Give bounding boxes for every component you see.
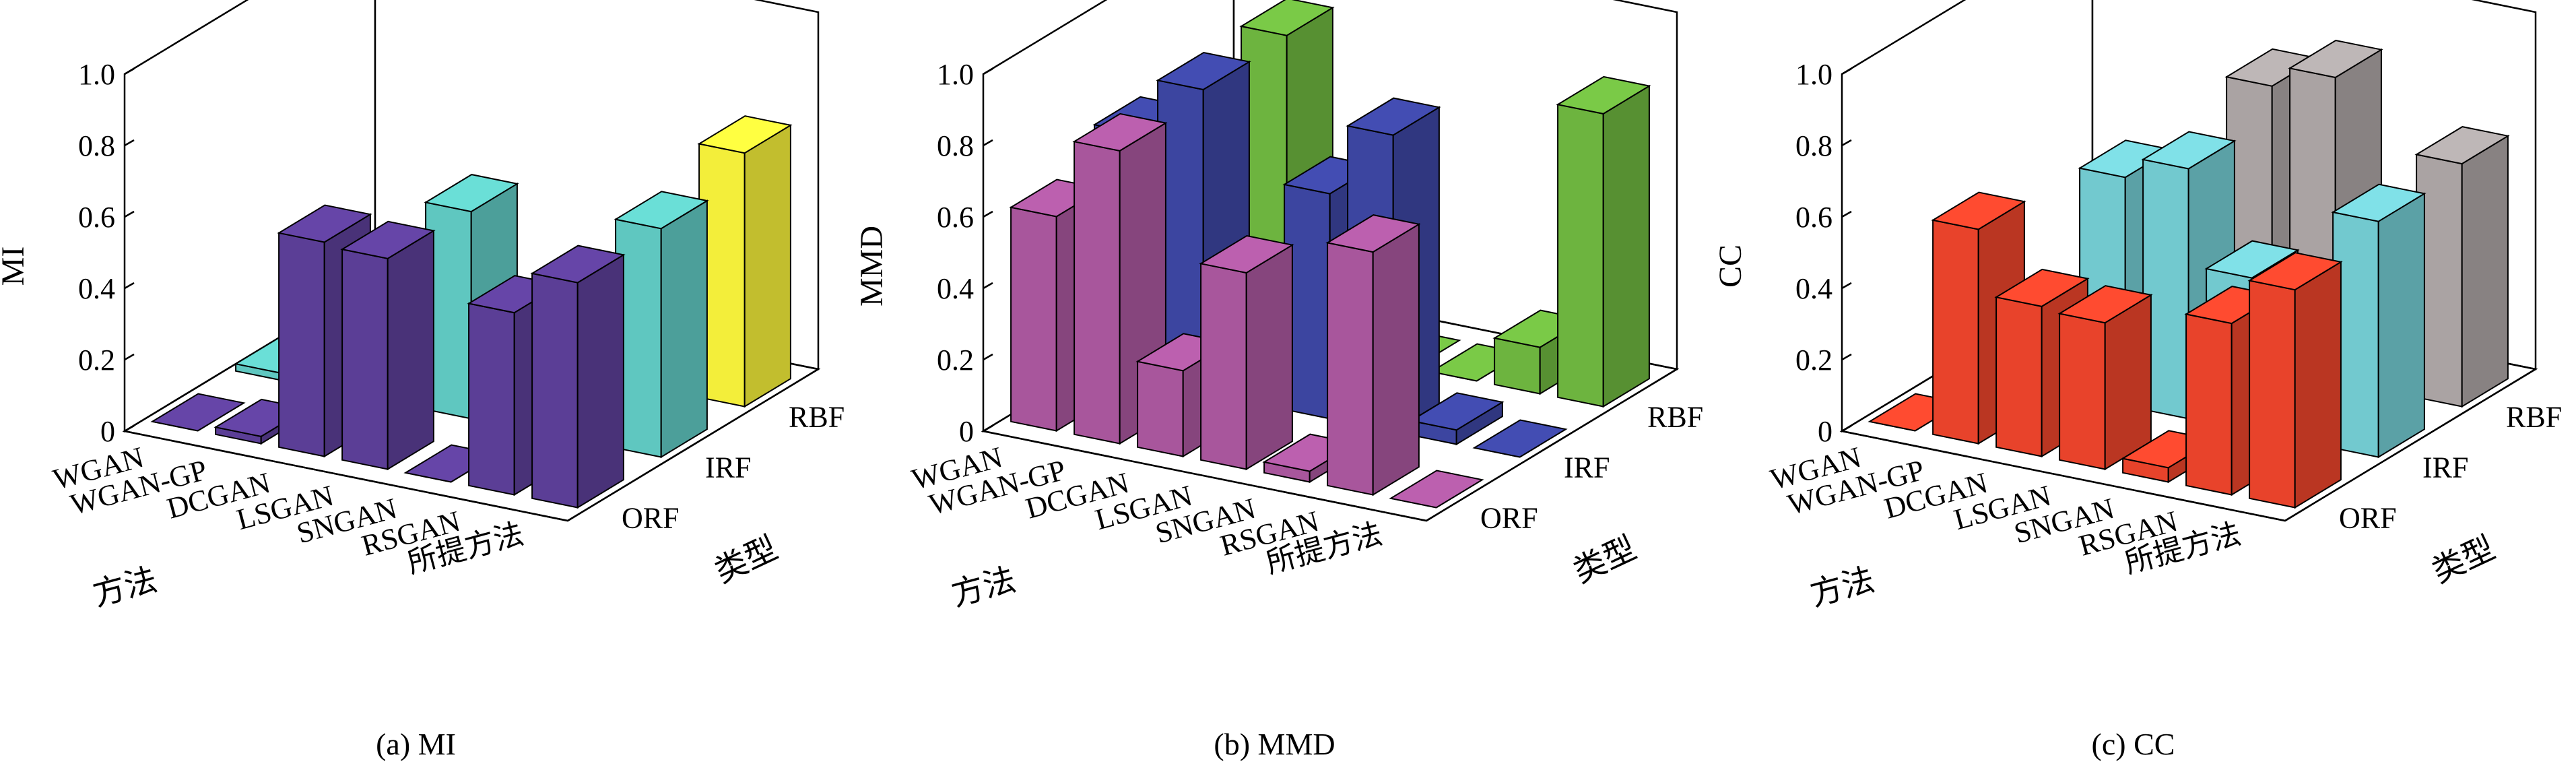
type-axis-label: 类型 — [2426, 530, 2500, 590]
type-tick-label: ORF — [622, 502, 680, 535]
z-tick-label: 0 — [959, 415, 974, 448]
y-axis-line — [1426, 368, 1678, 522]
z-tick-label: 0.4 — [78, 272, 115, 305]
z-tick — [1841, 424, 1852, 432]
z-tick — [983, 67, 993, 75]
z-tick-label: 0.4 — [937, 272, 974, 305]
z-axis-label: MMD — [854, 226, 890, 307]
bar-orf-3 — [2057, 285, 2153, 471]
chart-panel-mmd: 00.20.40.60.81.0MMDWGANWGAN-GPDCGANLSGAN… — [854, 0, 1703, 761]
type-tick-label: IRF — [1564, 451, 1610, 484]
z-tick — [983, 424, 993, 432]
caption-mi: (a) MI — [376, 727, 456, 761]
z-tick-label: 1.0 — [78, 58, 115, 91]
z-axis-label: CC — [1713, 245, 1748, 288]
z-tick-label: 0.2 — [1795, 344, 1832, 377]
bar-orf-6 — [2247, 252, 2343, 509]
z-tick — [1841, 353, 1852, 361]
z-tick — [1841, 139, 1852, 147]
z-tick — [983, 210, 993, 218]
x-axis-line — [1841, 430, 2286, 522]
z-tick — [124, 353, 135, 361]
z-tick — [983, 282, 993, 290]
z-tick — [1841, 282, 1852, 290]
z-tick — [1841, 210, 1852, 218]
z-axis-label: MI — [0, 247, 31, 286]
caption-mmd: (b) MMD — [1214, 727, 1335, 761]
type-tick-label: RBF — [789, 401, 845, 434]
bar-orf-6 — [1389, 470, 1484, 509]
bar-irf-5 — [1409, 392, 1505, 446]
method-axis-label: 方法 — [1806, 562, 1878, 613]
bar-orf-1 — [1072, 112, 1168, 445]
type-tick-label: ORF — [1480, 502, 1538, 535]
y-axis-line — [567, 368, 819, 522]
type-axis-label: 类型 — [709, 530, 783, 590]
z-tick-label: 0.6 — [78, 201, 115, 234]
z-tick-label: 0.2 — [78, 344, 115, 377]
z-tick-label: 0.6 — [937, 201, 974, 234]
bar-orf-5 — [1325, 214, 1421, 496]
type-tick-label: RBF — [1647, 401, 1703, 434]
z-tick — [124, 67, 135, 75]
z-tick — [983, 139, 993, 147]
bar-orf-3 — [340, 220, 436, 471]
bar-rbf-6 — [697, 115, 793, 408]
z-tick-label: 1.0 — [937, 58, 974, 91]
z-tick-label: 0.6 — [1795, 201, 1832, 234]
x-axis-line — [124, 430, 568, 522]
type-tick-label: RBF — [2506, 401, 2562, 434]
method-axis-label: 方法 — [89, 562, 160, 613]
z-tick-label: 0.8 — [78, 129, 115, 162]
chart-panel-cc: 00.20.40.60.81.0CCWGANWGAN-GPDCGANLSGANS… — [1713, 0, 2562, 761]
bar-irf-6 — [1472, 419, 1568, 458]
bar-irf-6 — [614, 191, 709, 459]
z-tick-label: 0 — [100, 415, 115, 448]
type-axis-label: 类型 — [1568, 530, 1641, 590]
z-tick-label: 0.8 — [1795, 129, 1832, 162]
bar-rbf-6 — [1556, 75, 1651, 408]
y-axis-line — [2284, 368, 2536, 522]
bar-orf-6 — [530, 245, 626, 509]
z-tick — [124, 282, 135, 290]
z-tick-label: 0.4 — [1795, 272, 1832, 305]
chart-panel-mi: 00.20.40.60.81.0MIWGANWGAN-GPDCGANLSGANS… — [0, 0, 845, 761]
bar-irf-6 — [2331, 183, 2426, 459]
x-axis-line — [983, 430, 1427, 522]
bar-orf-0 — [150, 393, 246, 432]
bar-orf-3 — [1199, 234, 1294, 471]
z-tick-label: 0 — [1818, 415, 1832, 448]
z-tick-label: 1.0 — [1795, 58, 1832, 91]
z-tick-label: 0.8 — [937, 129, 974, 162]
type-tick-label: ORF — [2339, 502, 2397, 535]
type-tick-label: IRF — [705, 451, 751, 484]
z-tick-label: 0.2 — [937, 344, 974, 377]
z-tick — [983, 353, 993, 361]
method-axis-label: 方法 — [948, 562, 1019, 613]
z-tick — [124, 139, 135, 147]
bar-rbf-6 — [2414, 126, 2510, 408]
type-tick-label: IRF — [2422, 451, 2468, 484]
z-tick — [1841, 67, 1852, 75]
caption-cc: (c) CC — [2092, 727, 2175, 761]
z-tick — [124, 210, 135, 218]
z-tick — [124, 424, 135, 432]
